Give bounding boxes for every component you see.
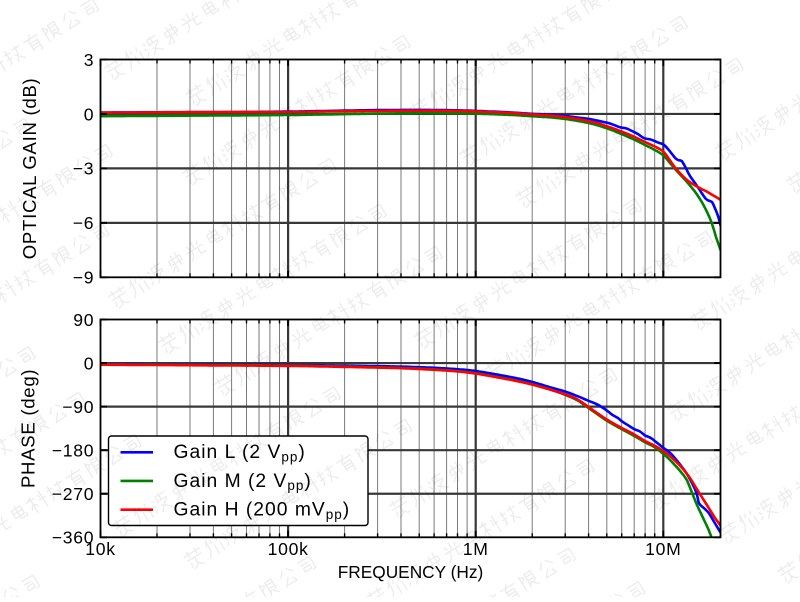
- svg-text:−90: −90: [62, 397, 94, 417]
- svg-text:Gain H (200 mVpp): Gain H (200 mVpp): [174, 500, 351, 522]
- svg-text:10M: 10M: [645, 539, 681, 559]
- svg-text:−6: −6: [73, 213, 94, 233]
- svg-text:0: 0: [84, 104, 95, 124]
- svg-text:90: 90: [73, 310, 94, 330]
- svg-text:100k: 100k: [268, 539, 309, 559]
- svg-text:0: 0: [84, 353, 95, 373]
- svg-text:Gain M (2 Vpp): Gain M (2 Vpp): [174, 471, 312, 493]
- svg-text:OPTICAL GAIN (dB): OPTICAL GAIN (dB): [19, 78, 40, 260]
- svg-text:−180: −180: [52, 440, 94, 460]
- svg-text:Gain L (2 Vpp): Gain L (2 Vpp): [174, 442, 306, 464]
- svg-text:10k: 10k: [85, 539, 115, 559]
- svg-text:PHASE (deg): PHASE (deg): [18, 369, 39, 488]
- svg-text:−9: −9: [73, 268, 94, 288]
- svg-text:3: 3: [84, 50, 95, 70]
- svg-text:−360: −360: [52, 528, 94, 548]
- svg-text:−270: −270: [52, 484, 94, 504]
